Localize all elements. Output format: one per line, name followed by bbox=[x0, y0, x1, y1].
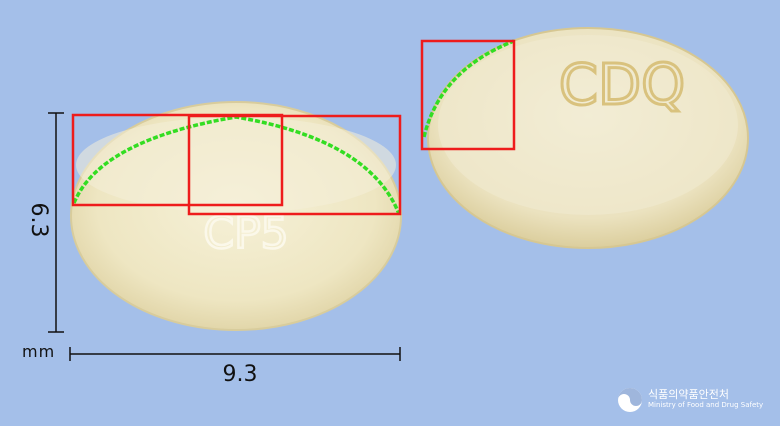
logo-korean-text: 식품의약품안전처 bbox=[648, 388, 729, 401]
height-value: 6.3 bbox=[26, 202, 51, 238]
logo-english-text: Ministry of Food and Drug Safety bbox=[648, 401, 764, 409]
right-capsule-imprint: CDQ bbox=[559, 53, 685, 118]
width-value: 9.3 bbox=[222, 362, 258, 387]
ministry-logo-emblem bbox=[618, 388, 642, 412]
highlight-box-middle bbox=[187, 114, 402, 216]
unit-label: mm bbox=[22, 342, 56, 361]
left-capsule: CP5 bbox=[70, 101, 402, 331]
highlight-box-left bbox=[71, 113, 284, 207]
width-dimension-line bbox=[69, 347, 401, 361]
left-capsule-imprint: CP5 bbox=[203, 208, 288, 259]
highlight-box-right bbox=[420, 39, 516, 151]
right-edge-trace bbox=[422, 39, 515, 138]
height-dimension-line bbox=[48, 112, 64, 333]
